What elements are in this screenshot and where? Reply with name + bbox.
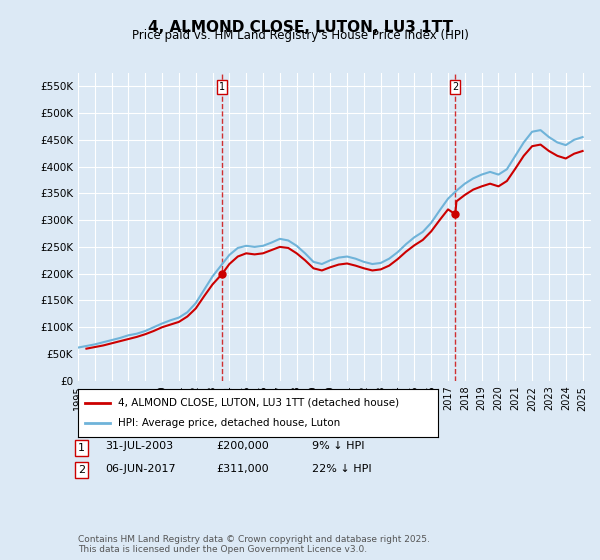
Text: 22% ↓ HPI: 22% ↓ HPI <box>312 464 371 474</box>
Text: 06-JUN-2017: 06-JUN-2017 <box>105 464 176 474</box>
Text: 2: 2 <box>78 465 85 475</box>
Text: 9% ↓ HPI: 9% ↓ HPI <box>312 441 365 451</box>
Text: 4, ALMOND CLOSE, LUTON, LU3 1TT (detached house): 4, ALMOND CLOSE, LUTON, LU3 1TT (detache… <box>118 398 399 408</box>
Text: 2: 2 <box>452 82 458 92</box>
Text: 4, ALMOND CLOSE, LUTON, LU3 1TT: 4, ALMOND CLOSE, LUTON, LU3 1TT <box>148 20 452 35</box>
Text: Contains HM Land Registry data © Crown copyright and database right 2025.
This d: Contains HM Land Registry data © Crown c… <box>78 535 430 554</box>
Text: Price paid vs. HM Land Registry's House Price Index (HPI): Price paid vs. HM Land Registry's House … <box>131 29 469 42</box>
Text: £200,000: £200,000 <box>216 441 269 451</box>
Text: 31-JUL-2003: 31-JUL-2003 <box>105 441 173 451</box>
Text: 1: 1 <box>219 82 226 92</box>
Text: 1: 1 <box>78 443 85 453</box>
Text: £311,000: £311,000 <box>216 464 269 474</box>
Text: HPI: Average price, detached house, Luton: HPI: Average price, detached house, Luto… <box>118 418 340 428</box>
